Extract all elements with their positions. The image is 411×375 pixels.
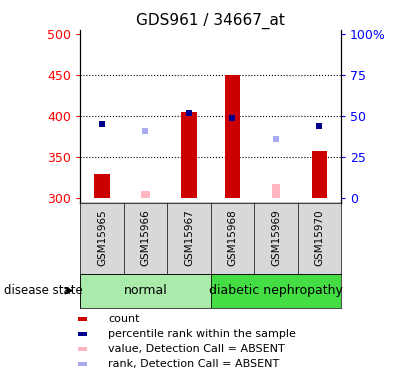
Text: diabetic nephropathy: diabetic nephropathy [209, 284, 343, 297]
Bar [312, 151, 327, 198]
Text: GSM15970: GSM15970 [314, 210, 324, 266]
Text: normal: normal [124, 284, 167, 297]
Text: rank, Detection Call = ABSENT: rank, Detection Call = ABSENT [108, 359, 279, 369]
Bar [210, 274, 341, 308]
Text: disease state: disease state [4, 284, 83, 297]
Bar [272, 184, 280, 198]
Bar [181, 112, 196, 198]
Bar [94, 174, 109, 198]
Bar [80, 274, 210, 308]
Bar [78, 317, 87, 321]
Bar [78, 332, 87, 336]
Text: value, Detection Call = ABSENT: value, Detection Call = ABSENT [108, 344, 285, 354]
Bar [78, 362, 87, 366]
Text: GSM15965: GSM15965 [97, 210, 107, 267]
Text: GSM15966: GSM15966 [141, 210, 150, 267]
Bar [225, 75, 240, 198]
Text: GSM15969: GSM15969 [271, 210, 281, 267]
Text: GSM15967: GSM15967 [184, 210, 194, 267]
Bar [141, 191, 150, 198]
Text: GSM15968: GSM15968 [227, 210, 238, 267]
Text: percentile rank within the sample: percentile rank within the sample [108, 329, 296, 339]
Text: count: count [108, 314, 140, 324]
Bar [78, 347, 87, 351]
Title: GDS961 / 34667_at: GDS961 / 34667_at [136, 12, 285, 28]
